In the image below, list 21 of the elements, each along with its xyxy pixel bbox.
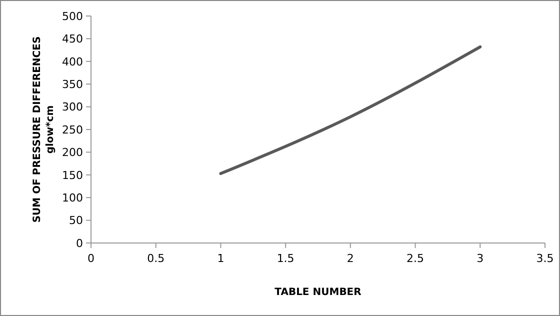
x-tick-label: 1: [217, 252, 224, 265]
y-tick-label: 150: [62, 168, 83, 182]
x-tick-label: 0: [88, 252, 94, 265]
y-tick-label: 350: [62, 78, 83, 91]
y-tick-label: 0: [76, 236, 83, 250]
x-tick-label: 2.5: [406, 252, 424, 265]
x-tick-label: 3.5: [536, 252, 554, 265]
y-tick-label: 500: [62, 10, 83, 23]
x-tick-label: 1.5: [276, 252, 294, 265]
x-tick-label: 2: [346, 252, 354, 265]
y-tick-label: 400: [62, 55, 83, 68]
y-tick-label: 250: [62, 123, 83, 136]
y-tick-label: 300: [62, 100, 83, 114]
y-tick-label: 450: [62, 32, 83, 46]
y-tick-label: 200: [62, 146, 83, 160]
y-tick-label: 100: [62, 191, 83, 204]
y-axis-title: SUM OF PRESSURE DIFFERENCES glow*cm: [32, 36, 56, 223]
y-tick-label: 50: [69, 214, 83, 228]
x-tick-label: 0.5: [147, 252, 165, 265]
x-axis-title: TABLE NUMBER: [274, 287, 362, 298]
x-tick-label: 3: [476, 252, 484, 265]
